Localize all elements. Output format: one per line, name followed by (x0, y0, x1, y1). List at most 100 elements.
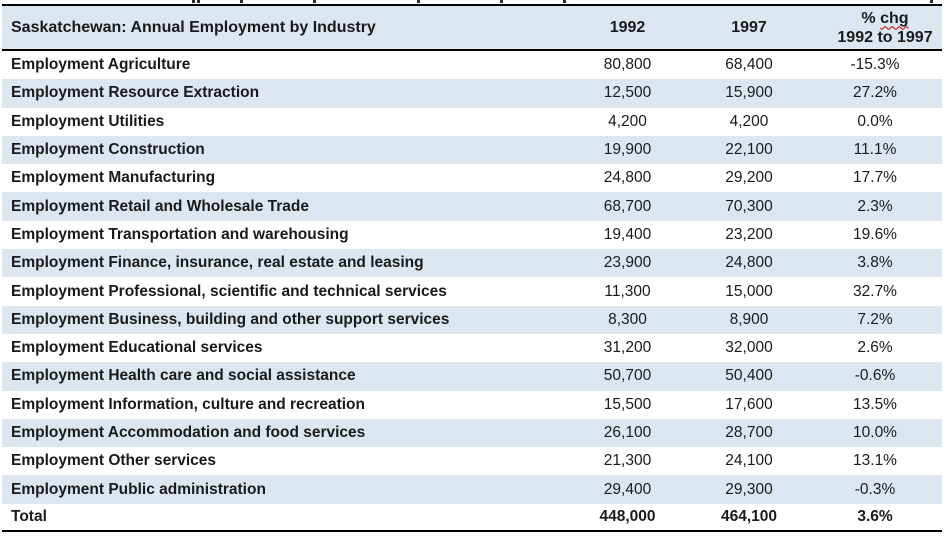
row-value-1992: 26,100 (603, 424, 652, 441)
row-pct-change: 17.7% (853, 169, 897, 187)
row-value-1992: 29,400 (603, 480, 652, 498)
row-pct-change: 27.2% (853, 84, 897, 102)
row-pct-change: 3.8% (857, 254, 893, 272)
row-label: Employment Information, culture and recr… (11, 395, 365, 413)
row-label: Employment Accommodation and food servic… (11, 424, 366, 441)
row-value-1997: 23,200 (725, 225, 773, 243)
table-row: Employment Accommodation and food servic… (2, 418, 942, 448)
row-label: Employment Retail and Wholesale Trade (11, 197, 310, 215)
row-label: Employment Finance, insurance, real esta… (11, 254, 424, 272)
row-value-1997: 28,700 (725, 424, 773, 441)
row-value-1992: 21,300 (603, 452, 652, 470)
pct-header-line1: % chg (861, 9, 909, 27)
row-value-1992: 19,900 (603, 141, 652, 159)
row-value-1992: 24,800 (603, 169, 652, 187)
row-value-1992: 23,900 (603, 254, 652, 272)
row-pct-change: -0.6% (854, 367, 896, 385)
table-row: Employment Health care and social assist… (2, 362, 942, 391)
table-body: Employment Agriculture 80,800 68,400 -15… (2, 51, 942, 504)
row-value-1992: 50,700 (603, 367, 652, 385)
spellcheck-underlined-word: chg (880, 9, 909, 27)
cropped-text-fragment (930, 0, 933, 3)
table-row: Employment Finance, insurance, real esta… (2, 249, 942, 278)
total-label: Total (11, 507, 47, 525)
table-row: Employment Construction 19,900 22,100 11… (2, 135, 942, 165)
row-value-1997: 15,900 (725, 84, 773, 102)
row-label: Employment Transportation and warehousin… (11, 225, 349, 243)
row-value-1997: 4,200 (729, 112, 769, 130)
table-row: Employment Educational services 31,200 3… (2, 333, 942, 363)
row-pct-change: 32.7% (853, 282, 897, 300)
row-value-1992: 31,200 (603, 339, 652, 357)
row-value-1992: 4,200 (608, 112, 647, 130)
column-header-1992: 1992 (609, 18, 646, 36)
table-row: Employment Transportation and warehousin… (2, 220, 942, 250)
row-value-1997: 24,100 (725, 452, 773, 470)
row-pct-change: 13.1% (853, 452, 897, 470)
row-pct-change: 19.6% (853, 225, 897, 243)
row-pct-change: 7.2% (857, 310, 893, 328)
cropped-text-fragment (240, 0, 243, 3)
row-value-1997: 24,800 (725, 254, 773, 272)
total-row: Total 448,000 464,100 3.6% (2, 503, 942, 530)
row-pct-change: 10.0% (853, 424, 897, 441)
row-value-1997: 50,400 (725, 367, 773, 385)
row-pct-change: -0.3% (854, 480, 896, 498)
row-pct-change: 0.0% (857, 112, 893, 130)
row-value-1997: 17,600 (725, 395, 773, 413)
table-row: Employment Resource Extraction 12,500 15… (2, 79, 942, 108)
cropped-text-fragment (313, 0, 316, 3)
table-row: Employment Agriculture 80,800 68,400 -15… (2, 51, 942, 80)
row-label: Employment Utilities (11, 112, 165, 130)
row-value-1997: 29,300 (725, 480, 773, 498)
total-1992: 448,000 (599, 507, 656, 525)
row-value-1997: 29,200 (725, 169, 773, 187)
row-value-1997: 68,400 (725, 56, 773, 74)
table-title: Saskatchewan: Annual Employment by Indus… (11, 18, 376, 36)
row-label: Employment Public administration (11, 480, 266, 498)
cropped-text-fragment (417, 0, 420, 3)
table-row: Employment Public administration 29,400 … (2, 475, 942, 504)
table-row: Employment Information, culture and recr… (2, 390, 942, 419)
row-label: Employment Other services (11, 452, 217, 470)
row-value-1997: 8,900 (729, 310, 769, 328)
row-value-1997: 15,000 (725, 282, 773, 300)
row-value-1992: 12,500 (603, 84, 652, 102)
cropped-text-fragment (563, 0, 566, 3)
table-row: Employment Professional, scientific and … (2, 277, 942, 306)
cropped-text-fragment (500, 0, 503, 3)
row-label: Employment Business, building and other … (11, 310, 450, 328)
total-1997: 464,100 (720, 507, 778, 525)
row-value-1992: 8,300 (608, 310, 647, 328)
row-value-1997: 70,300 (725, 197, 773, 215)
row-value-1992: 80,800 (603, 56, 652, 74)
table-row: Employment Utilities 4,200 4,200 0.0% (2, 107, 942, 136)
row-value-1992: 15,500 (603, 395, 652, 413)
row-value-1992: 19,400 (603, 225, 652, 243)
table-row: Employment Retail and Wholesale Trade 68… (2, 192, 942, 221)
row-label: Employment Health care and social assist… (11, 367, 356, 385)
table-row: Employment Manufacturing 24,800 29,200 1… (2, 164, 942, 193)
row-pct-change: -15.3% (850, 56, 900, 74)
row-label: Employment Agriculture (11, 56, 191, 74)
employment-by-industry-table: Saskatchewan: Annual Employment by Indus… (2, 4, 942, 532)
row-pct-change: 2.6% (857, 339, 893, 357)
row-value-1997: 32,000 (725, 339, 773, 357)
row-label: Employment Resource Extraction (11, 84, 260, 102)
cropped-text-fragment (197, 0, 200, 3)
total-pct: 3.6% (857, 507, 893, 525)
row-label: Employment Construction (11, 141, 205, 159)
row-label: Employment Professional, scientific and … (11, 282, 447, 300)
cropped-text-fragment (192, 0, 195, 3)
table-row: Employment Business, building and other … (2, 305, 942, 334)
table-header-row: Saskatchewan: Annual Employment by Indus… (2, 6, 942, 51)
row-label: Employment Educational services (11, 339, 263, 357)
row-pct-change: 11.1% (853, 141, 897, 159)
pct-header-line2: 1992 to 1997 (837, 28, 933, 46)
row-pct-change: 13.5% (853, 395, 897, 413)
table-row: Employment Other services 21,300 24,100 … (2, 447, 942, 476)
row-value-1992: 11,300 (604, 282, 651, 300)
column-header-1997: 1997 (731, 18, 767, 36)
row-value-1997: 22,100 (725, 141, 773, 159)
